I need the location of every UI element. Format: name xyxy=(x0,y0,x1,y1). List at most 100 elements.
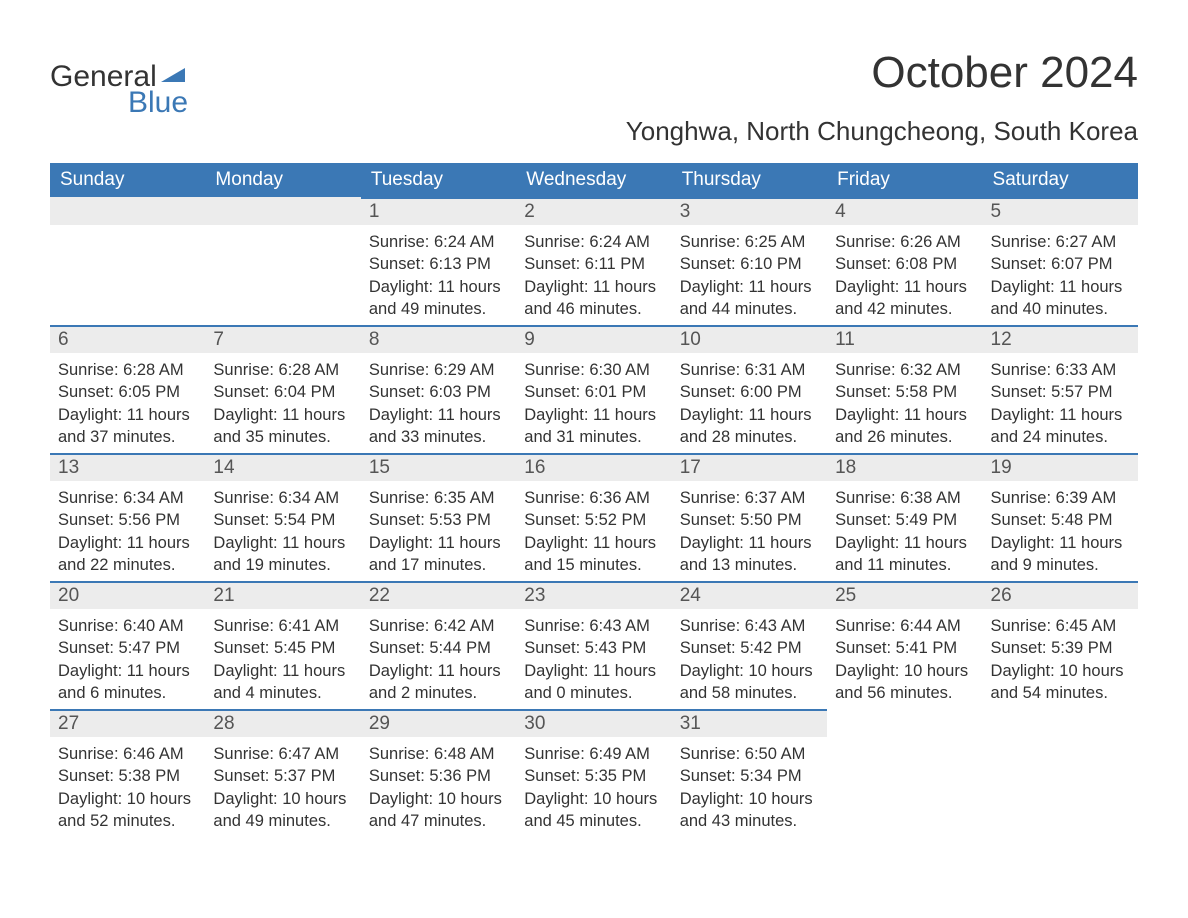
sunset-line: Sunset: 5:38 PM xyxy=(58,765,197,787)
sunrise-line: Sunrise: 6:30 AM xyxy=(524,359,663,381)
sunset-line: Sunset: 6:01 PM xyxy=(524,381,663,403)
brand-logo: General Blue xyxy=(50,48,189,118)
day-number: 5 xyxy=(983,197,1138,225)
sunrise-line: Sunrise: 6:24 AM xyxy=(524,231,663,253)
day-cell: 6Sunrise: 6:28 AMSunset: 6:05 PMDaylight… xyxy=(50,325,205,452)
weekday-header-row: SundayMondayTuesdayWednesdayThursdayFrid… xyxy=(50,163,1138,197)
calendar-cell: 26 Sunrise: 6:45 AMSunset: 5:39 PMDayligh… xyxy=(983,581,1138,709)
calendar-cell xyxy=(827,709,982,837)
sunrise-line: Sunrise: 6:37 AM xyxy=(680,487,819,509)
title-block: October 2024 Yonghwa, North Chungcheong,… xyxy=(626,48,1138,147)
day-number: 25 xyxy=(827,581,982,609)
day-number: 11 xyxy=(827,325,982,353)
day-cell: 4Sunrise: 6:26 AMSunset: 6:08 PMDaylight… xyxy=(827,197,982,324)
daylight-line: Daylight: 11 hours and 11 minutes. xyxy=(835,532,974,577)
day-details: Sunrise: 6:28 AMSunset: 6:05 PMDaylight:… xyxy=(50,353,205,452)
day-number: 19 xyxy=(983,453,1138,481)
calendar-cell xyxy=(205,197,360,325)
daylight-line: Daylight: 10 hours and 45 minutes. xyxy=(524,788,663,833)
sunrise-line: Sunrise: 6:49 AM xyxy=(524,743,663,765)
day-cell: 19Sunrise: 6:39 AMSunset: 5:48 PMDayligh… xyxy=(983,453,1138,580)
day-details: Sunrise: 6:33 AMSunset: 5:57 PMDaylight:… xyxy=(983,353,1138,452)
daylight-line: Daylight: 10 hours and 54 minutes. xyxy=(991,660,1130,705)
sunset-line: Sunset: 6:05 PM xyxy=(58,381,197,403)
day-number: 4 xyxy=(827,197,982,225)
sunset-line: Sunset: 6:04 PM xyxy=(213,381,352,403)
day-details: Sunrise: 6:38 AMSunset: 5:49 PMDaylight:… xyxy=(827,481,982,580)
day-cell: 20Sunrise: 6:40 AMSunset: 5:47 PMDayligh… xyxy=(50,581,205,708)
day-number: 29 xyxy=(361,709,516,737)
weekday-header: Sunday xyxy=(50,163,205,197)
sunset-line: Sunset: 5:35 PM xyxy=(524,765,663,787)
calendar-cell: 6Sunrise: 6:28 AMSunset: 6:05 PMDaylight… xyxy=(50,325,205,453)
day-details: Sunrise: 6:34 AMSunset: 5:54 PMDaylight:… xyxy=(205,481,360,580)
day-number: 27 xyxy=(50,709,205,737)
weekday-header: Wednesday xyxy=(516,163,671,197)
calendar-cell: 29Sunrise: 6:48 AMSunset: 5:36 PMDayligh… xyxy=(361,709,516,837)
day-number: 26 xyxy=(983,581,1138,609)
daylight-line: Daylight: 10 hours and 49 minutes. xyxy=(213,788,352,833)
sunrise-line: Sunrise: 6:25 AM xyxy=(680,231,819,253)
sunset-line: Sunset: 6:03 PM xyxy=(369,381,508,403)
weekday-header: Thursday xyxy=(672,163,827,197)
calendar-cell: 19Sunrise: 6:39 AMSunset: 5:48 PMDayligh… xyxy=(983,453,1138,581)
daylight-line: Daylight: 10 hours and 43 minutes. xyxy=(680,788,819,833)
daylight-line: Daylight: 11 hours and 4 minutes. xyxy=(213,660,352,705)
empty-day-header xyxy=(50,197,205,225)
sunrise-line: Sunrise: 6:43 AM xyxy=(680,615,819,637)
day-cell: 5Sunrise: 6:27 AMSunset: 6:07 PMDaylight… xyxy=(983,197,1138,324)
day-details: Sunrise: 6:41 AMSunset: 5:45 PMDaylight:… xyxy=(205,609,360,708)
sunrise-line: Sunrise: 6:34 AM xyxy=(58,487,197,509)
day-cell: 21Sunrise: 6:41 AMSunset: 5:45 PMDayligh… xyxy=(205,581,360,708)
sunrise-line: Sunrise: 6:24 AM xyxy=(369,231,508,253)
day-details: Sunrise: 6:47 AMSunset: 5:37 PMDaylight:… xyxy=(205,737,360,836)
day-number: 7 xyxy=(205,325,360,353)
sunset-line: Sunset: 5:34 PM xyxy=(680,765,819,787)
calendar-cell: 11Sunrise: 6:32 AMSunset: 5:58 PMDayligh… xyxy=(827,325,982,453)
calendar-cell: 22Sunrise: 6:42 AMSunset: 5:44 PMDayligh… xyxy=(361,581,516,709)
day-cell: 13Sunrise: 6:34 AMSunset: 5:56 PMDayligh… xyxy=(50,453,205,580)
calendar-row: 6Sunrise: 6:28 AMSunset: 6:05 PMDaylight… xyxy=(50,325,1138,453)
day-cell: 1Sunrise: 6:24 AMSunset: 6:13 PMDaylight… xyxy=(361,197,516,324)
daylight-line: Daylight: 11 hours and 9 minutes. xyxy=(991,532,1130,577)
calendar-cell: 24Sunrise: 6:43 AMSunset: 5:42 PMDayligh… xyxy=(672,581,827,709)
day-number: 20 xyxy=(50,581,205,609)
sunrise-line: Sunrise: 6:32 AM xyxy=(835,359,974,381)
sunset-line: Sunset: 6:11 PM xyxy=(524,253,663,275)
calendar-cell: 20Sunrise: 6:40 AMSunset: 5:47 PMDayligh… xyxy=(50,581,205,709)
daylight-line: Daylight: 11 hours and 31 minutes. xyxy=(524,404,663,449)
sunset-line: Sunset: 5:42 PM xyxy=(680,637,819,659)
daylight-line: Daylight: 11 hours and 17 minutes. xyxy=(369,532,508,577)
sunset-line: Sunset: 5:39 PM xyxy=(991,637,1130,659)
sunrise-line: Sunrise: 6:39 AM xyxy=(991,487,1130,509)
location: Yonghwa, North Chungcheong, South Korea xyxy=(626,116,1138,147)
calendar-row: 1Sunrise: 6:24 AMSunset: 6:13 PMDaylight… xyxy=(50,197,1138,325)
day-details: Sunrise: 6:46 AMSunset: 5:38 PMDaylight:… xyxy=(50,737,205,836)
calendar-cell: 3Sunrise: 6:25 AMSunset: 6:10 PMDaylight… xyxy=(672,197,827,325)
day-details: Sunrise: 6:43 AMSunset: 5:43 PMDaylight:… xyxy=(516,609,671,708)
daylight-line: Daylight: 11 hours and 46 minutes. xyxy=(524,276,663,321)
daylight-line: Daylight: 11 hours and 28 minutes. xyxy=(680,404,819,449)
day-cell: 25Sunrise: 6:44 AMSunset: 5:41 PMDayligh… xyxy=(827,581,982,708)
day-cell: 30Sunrise: 6:49 AMSunset: 5:35 PMDayligh… xyxy=(516,709,671,836)
weekday-header: Tuesday xyxy=(361,163,516,197)
calendar-cell: 12Sunrise: 6:33 AMSunset: 5:57 PMDayligh… xyxy=(983,325,1138,453)
day-details: Sunrise: 6:50 AMSunset: 5:34 PMDaylight:… xyxy=(672,737,827,836)
sunrise-line: Sunrise: 6:45 AM xyxy=(991,615,1130,637)
day-details: Sunrise: 6:42 AMSunset: 5:44 PMDaylight:… xyxy=(361,609,516,708)
day-cell: 26 Sunrise: 6:45 AMSunset: 5:39 PMDayligh… xyxy=(983,581,1138,708)
calendar-cell: 13Sunrise: 6:34 AMSunset: 5:56 PMDayligh… xyxy=(50,453,205,581)
day-number: 1 xyxy=(361,197,516,225)
calendar-cell: 4Sunrise: 6:26 AMSunset: 6:08 PMDaylight… xyxy=(827,197,982,325)
day-details: Sunrise: 6:39 AMSunset: 5:48 PMDaylight:… xyxy=(983,481,1138,580)
day-cell: 10Sunrise: 6:31 AMSunset: 6:00 PMDayligh… xyxy=(672,325,827,452)
day-cell: 16Sunrise: 6:36 AMSunset: 5:52 PMDayligh… xyxy=(516,453,671,580)
sunrise-line: Sunrise: 6:42 AM xyxy=(369,615,508,637)
calendar-cell: 21Sunrise: 6:41 AMSunset: 5:45 PMDayligh… xyxy=(205,581,360,709)
day-cell: 3Sunrise: 6:25 AMSunset: 6:10 PMDaylight… xyxy=(672,197,827,324)
day-details: Sunrise: 6:49 AMSunset: 5:35 PMDaylight:… xyxy=(516,737,671,836)
sunrise-line: Sunrise: 6:43 AM xyxy=(524,615,663,637)
daylight-line: Daylight: 10 hours and 52 minutes. xyxy=(58,788,197,833)
daylight-line: Daylight: 11 hours and 24 minutes. xyxy=(991,404,1130,449)
daylight-line: Daylight: 11 hours and 33 minutes. xyxy=(369,404,508,449)
